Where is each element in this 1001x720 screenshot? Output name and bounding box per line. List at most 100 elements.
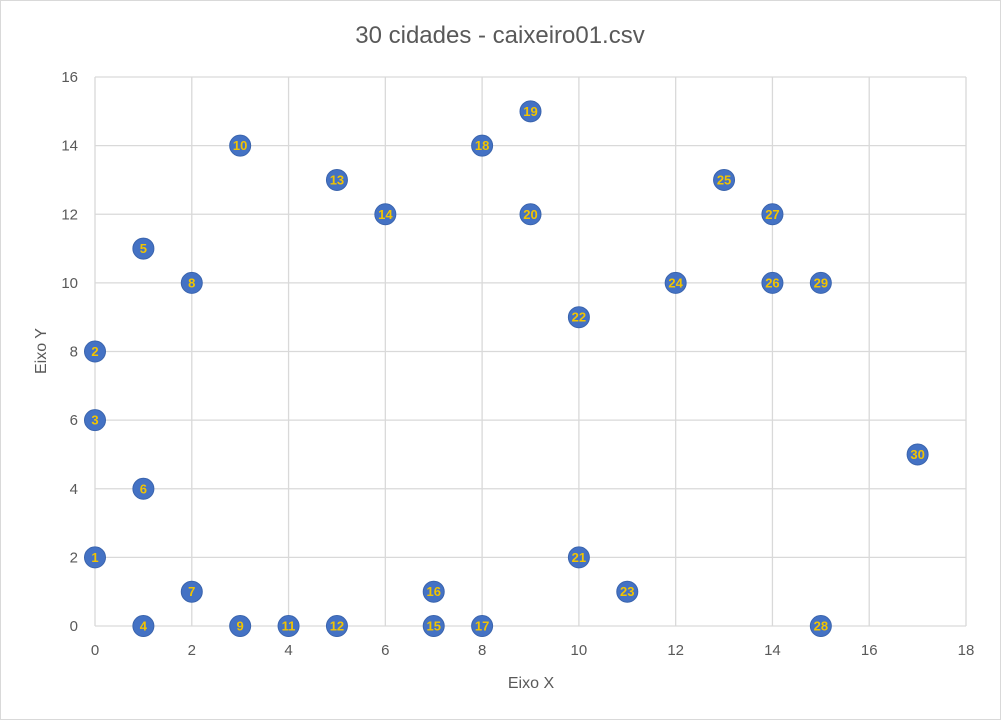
y-tick-label: 2	[70, 549, 78, 566]
city-label: 26	[765, 275, 779, 290]
city-marker	[809, 271, 832, 294]
city-point: 26	[761, 271, 784, 294]
city-point: 12	[325, 615, 348, 637]
city-label: 12	[330, 619, 344, 634]
city-point: 27	[761, 203, 784, 226]
city-point: 11	[277, 615, 300, 637]
x-tick-label: 16	[861, 642, 878, 659]
city-label: 30	[910, 447, 924, 462]
city-marker	[229, 615, 252, 637]
city-point: 3	[84, 409, 106, 432]
city-label: 27	[765, 207, 779, 222]
x-tick-label: 12	[667, 642, 684, 659]
y-tick-label: 0	[70, 618, 78, 635]
city-marker	[325, 168, 348, 191]
city-point: 22	[567, 306, 590, 329]
city-label: 28	[814, 619, 828, 634]
city-point: 7	[180, 580, 203, 603]
city-marker	[229, 134, 252, 157]
city-point: 24	[664, 271, 687, 294]
city-label: 2	[91, 344, 98, 359]
city-label: 14	[378, 207, 393, 222]
city-point: 20	[519, 203, 542, 226]
city-point: 5	[132, 237, 155, 260]
x-tick-label: 18	[958, 642, 975, 659]
grid	[94, 76, 967, 627]
city-marker	[471, 615, 494, 637]
city-point: 28	[809, 615, 832, 637]
city-label: 3	[91, 413, 98, 428]
city-point: 17	[471, 615, 494, 637]
city-label: 7	[188, 584, 195, 599]
city-marker	[519, 203, 542, 226]
city-point: 6	[132, 477, 155, 500]
city-point: 13	[325, 168, 348, 191]
city-marker	[132, 615, 155, 637]
y-tick-label: 4	[70, 481, 78, 498]
city-label: 25	[717, 172, 731, 187]
city-point: 21	[567, 546, 590, 569]
y-tick-label: 16	[61, 69, 78, 86]
city-label: 22	[572, 310, 586, 325]
city-marker	[422, 580, 445, 603]
city-label: 15	[426, 619, 440, 634]
city-marker	[713, 168, 736, 191]
city-marker	[132, 477, 155, 500]
city-marker	[180, 580, 203, 603]
city-marker	[567, 306, 590, 329]
city-point: 25	[713, 168, 736, 191]
chart-title: 30 cidades - caixeiro01.csv	[355, 22, 644, 49]
city-marker	[519, 100, 542, 123]
x-tick-label: 10	[571, 642, 588, 659]
city-label: 29	[814, 275, 828, 290]
city-point: 23	[616, 580, 639, 603]
city-point: 4	[132, 615, 155, 637]
y-tick-label: 12	[61, 206, 78, 223]
city-marker	[616, 580, 639, 603]
city-marker	[664, 271, 687, 294]
city-marker	[180, 271, 203, 294]
city-marker	[471, 134, 494, 157]
city-point: 2	[84, 340, 106, 363]
city-point: 18	[471, 134, 494, 157]
x-tick-label: 8	[478, 642, 486, 659]
city-label: 13	[330, 172, 344, 187]
x-tick-label: 14	[764, 642, 781, 659]
city-label: 8	[188, 275, 195, 290]
y-tick-label: 10	[61, 275, 78, 292]
city-label: 18	[475, 138, 489, 153]
y-tick-label: 14	[61, 138, 78, 155]
city-label: 16	[426, 584, 440, 599]
city-point: 30	[906, 443, 929, 466]
city-label: 20	[523, 207, 537, 222]
x-tick-label: 0	[91, 642, 99, 659]
city-point: 8	[180, 271, 203, 294]
city-marker	[84, 546, 106, 569]
city-point: 15	[422, 615, 445, 637]
city-marker	[277, 615, 300, 637]
city-point: 1	[84, 546, 106, 569]
city-marker	[374, 203, 397, 226]
city-point: 14	[374, 203, 397, 226]
city-point: 19	[519, 100, 542, 123]
city-marker	[132, 237, 155, 260]
city-label: 10	[233, 138, 247, 153]
y-tick-label: 8	[70, 344, 78, 361]
city-label: 5	[140, 241, 147, 256]
city-label: 11	[282, 619, 296, 634]
city-marker	[84, 409, 106, 432]
city-label: 4	[140, 619, 148, 634]
x-axis-title: Eixo X	[508, 675, 555, 692]
city-marker	[422, 615, 445, 637]
city-label: 23	[620, 584, 634, 599]
city-marker	[761, 203, 784, 226]
city-point: 16	[422, 580, 445, 603]
x-tick-label: 6	[381, 642, 389, 659]
city-marker	[761, 271, 784, 294]
city-point: 29	[809, 271, 832, 294]
city-label: 1	[91, 550, 98, 565]
city-marker	[906, 443, 929, 466]
city-marker	[84, 340, 106, 363]
